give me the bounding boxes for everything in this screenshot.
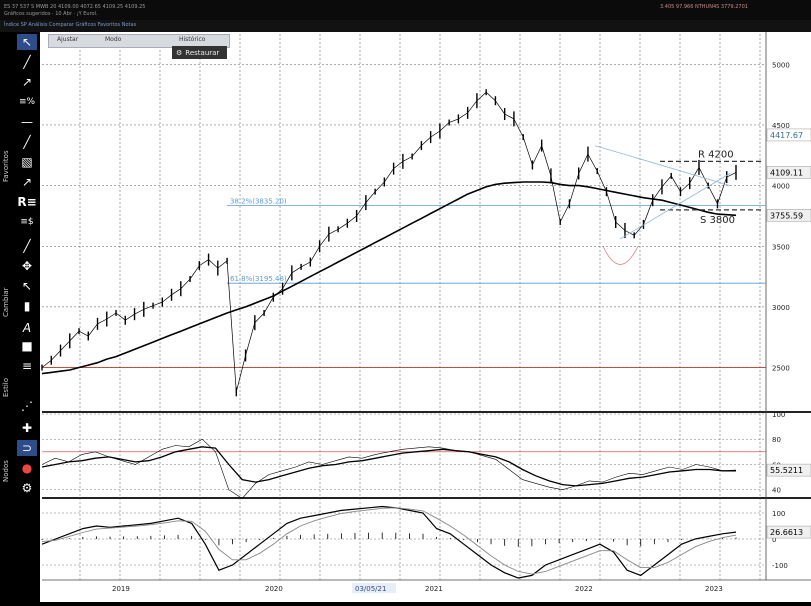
line-icon[interactable]: ╱ (23, 55, 31, 69)
x-tick-label: 2023 (705, 585, 723, 593)
fib-61-label: 61.8%(3195.48) (230, 275, 287, 283)
cursor-arrow-icon[interactable]: ↖ (17, 34, 37, 50)
support-marker-label-bg (766, 209, 811, 222)
quote-strip: ES 37 537 S MWB 20 4109.00 4072.65 4109.… (4, 4, 146, 10)
y-tick-label: 4500 (772, 122, 790, 130)
chart-canvas[interactable]: 38.2%(3835.20) 61.8%(3195.48) 2500 3000 350… (40, 32, 811, 602)
magnet-icon[interactable]: ⊃ (17, 440, 37, 456)
y-tick-label: 3500 (772, 243, 790, 251)
gear-icon: ⚙ (176, 48, 183, 57)
text-icon[interactable]: A (22, 321, 32, 335)
macd-label-bg (766, 525, 811, 539)
fib-38-label: 38.2%(3835.20) (230, 198, 287, 206)
brush-icon[interactable]: ╱ (23, 239, 31, 253)
settings-icon[interactable]: ⚙ (21, 481, 33, 495)
x-tick-label: 2020 (265, 585, 283, 593)
drawing-toolbar: Favoritos Cambiar Estilo Nodos ↖ ╱ ↗ ≡% … (0, 32, 40, 602)
macd-signal-line (41, 507, 737, 575)
y-tick-label: 3000 (772, 304, 790, 312)
window-tabs[interactable]: Gráficos sugeridos · 10 Abr · ¡Y Eurol. (4, 11, 98, 17)
ray-icon[interactable]: ╱ (23, 135, 31, 149)
floatbar-item-historico[interactable]: Histórico (179, 36, 206, 43)
x-tick-label: 2022 (575, 585, 593, 593)
chart-area[interactable]: 38.2%(3835.20) 61.8%(3195.48) 2500 3000 350… (40, 32, 811, 602)
y-tick-label: 40 (772, 487, 781, 495)
panel-divider (42, 497, 811, 499)
y-tick-label: 4000 (772, 183, 790, 191)
vertical-label-cambiar: Cambiar (2, 287, 10, 317)
macd-line (41, 505, 737, 579)
trendline-icon[interactable]: ↗ (21, 75, 33, 89)
title-bar: ES 37 537 S MWB 20 4109.00 4072.65 4109.… (0, 0, 811, 21)
move-icon[interactable]: ✥ (21, 259, 33, 273)
status-strip: 3.405 97.966 NTHUN4S 3779.2701 (660, 4, 748, 10)
oscillator-line (41, 438, 737, 499)
last-price-label-bg (766, 166, 811, 179)
y-tick-label: 2500 (772, 365, 790, 373)
oscillator-last-label: 55.5211 (770, 466, 803, 475)
channel-icon[interactable]: ▧ (21, 155, 33, 169)
last-price-label: 4109.11 (770, 168, 803, 177)
panel-divider (42, 411, 811, 413)
trash-icon[interactable]: ▮ (23, 299, 31, 313)
y-tick-label: 5000 (772, 61, 790, 69)
x-tick-label: 2021 (425, 585, 443, 593)
resistance-icon[interactable]: R≡ (17, 195, 37, 209)
menu-toolbar: Índice SP Análisis Comparar Gráficos Fav… (0, 20, 811, 32)
support-label: S 3800 (700, 215, 735, 226)
x-tick-label: 03/05/21 (355, 585, 386, 593)
restore-label: Restaurar (185, 48, 220, 57)
macd-last-label: 26.6613 (770, 528, 803, 537)
y-tick-label: 100 (772, 510, 785, 518)
price-label-icon[interactable]: ≡$ (20, 217, 34, 227)
x-tick-label: 2019 (112, 585, 130, 593)
date-cursor-bg (352, 583, 396, 593)
triangle-upper (594, 145, 731, 186)
high-marker-label-bg (766, 128, 811, 142)
osc-label-bg (766, 463, 811, 477)
floatbar-item-modo[interactable]: Modo (105, 36, 122, 43)
floatbar-item-ajustar[interactable]: Ajustar (57, 36, 79, 43)
color-dots-icon[interactable]: ● (21, 461, 33, 475)
square-icon[interactable]: ■ (21, 339, 33, 353)
pen-icon[interactable]: ↗ (21, 175, 33, 189)
dotted-line-icon[interactable]: ⋰ (21, 399, 33, 413)
triangle-lower (619, 173, 731, 240)
vertical-label-favoritos: Favoritos (2, 150, 10, 182)
resistance-label: R 4200 (698, 149, 734, 160)
line-style-icon[interactable]: ≡ (21, 359, 33, 373)
y-tick-label: 80 (772, 436, 781, 444)
crosshair-icon[interactable]: ✚ (21, 421, 33, 435)
y-tick-label: -100 (772, 562, 788, 570)
vertical-label-estilo: Estilo (2, 378, 10, 397)
horizontal-line-icon[interactable]: — (21, 115, 33, 129)
support-marker-label: 3755.59 (770, 211, 803, 220)
oscillator-signal-line (41, 446, 736, 487)
moving-average-line (41, 181, 737, 375)
y-tick-label: 0 (772, 536, 776, 544)
high-marker-label: 4417.67 (770, 131, 803, 140)
cup-arc (602, 246, 639, 265)
y-tick-label: 100 (772, 411, 785, 419)
menu-items[interactable]: Índice SP Análisis Comparar Gráficos Fav… (4, 22, 137, 28)
selection-icon[interactable]: ↖ (21, 279, 33, 293)
floating-toolbar[interactable]: Ajustar Modo Histórico (48, 34, 230, 48)
vertical-label-nodos: Nodos (2, 460, 10, 482)
restore-button[interactable]: ⚙ Restaurar (172, 46, 227, 59)
price-line (41, 91, 737, 392)
fibonacci-icon[interactable]: ≡% (18, 97, 36, 107)
